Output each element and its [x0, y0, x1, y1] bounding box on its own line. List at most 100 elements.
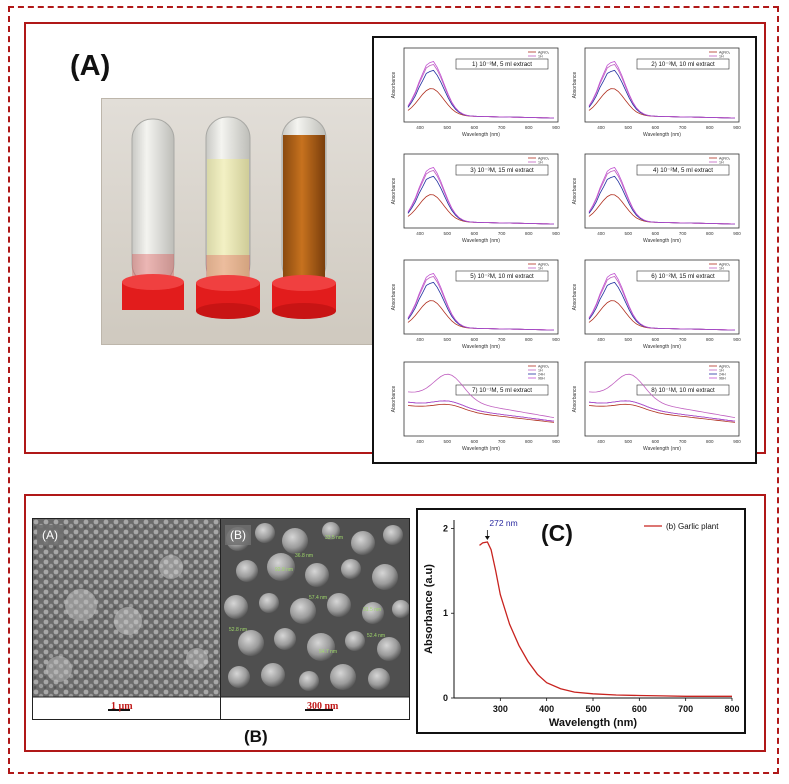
- sem-particle-label: 52.4 nm: [367, 633, 385, 639]
- spectra-series-line: [588, 194, 736, 225]
- spectra-ylabel: Absorbance: [572, 385, 578, 412]
- legend-entry: AgNO₃: [538, 157, 550, 161]
- spectra-panel-7: Absorbance 400 500 600 700 800 900 Wavelength (…: [391, 361, 560, 452]
- spectra-x-tick: 500: [624, 231, 632, 236]
- legend-entry: (b) Garlic plant: [666, 522, 719, 531]
- spectra-series-line: [588, 273, 736, 331]
- spectra-xlabel: Wavelength (nm): [643, 238, 681, 244]
- scale-label-left: 1 µm: [111, 701, 133, 712]
- spectra-caption-box: [455, 58, 549, 70]
- spectra-x-tick: 400: [416, 439, 424, 444]
- sem-particle: [305, 563, 329, 587]
- spectra-series-line: [588, 170, 736, 225]
- spectra-x-tick: 800: [706, 125, 714, 130]
- spectra-series-line: [407, 167, 555, 225]
- spectra-x-tick: 400: [416, 125, 424, 130]
- spectra-x-tick: 600: [652, 231, 660, 236]
- spectra-series-line: [407, 170, 555, 225]
- spectra-x-tick: 800: [706, 231, 714, 236]
- spectra-series-line: [588, 403, 736, 423]
- x-axis-label: Wavelength (nm): [549, 717, 638, 729]
- sem-particle: [322, 522, 340, 540]
- spectra-ylabel: Absorbance: [391, 385, 397, 412]
- legend-entry: 1H: [719, 161, 724, 165]
- sem-particle: [341, 559, 361, 579]
- spectra-series-line: [407, 64, 555, 119]
- spectra-series-line: [407, 61, 555, 119]
- spectra-caption-box: [455, 384, 549, 396]
- spectra-x-tick: 600: [471, 337, 479, 342]
- x-tick-label: 800: [724, 704, 739, 714]
- sem-particle: [290, 598, 316, 624]
- legend-entry: 24H: [719, 373, 726, 377]
- sem-particle: [377, 637, 401, 661]
- legend-entry: 1H: [719, 55, 724, 59]
- legend-entry: 1H: [538, 369, 543, 373]
- spectra-x-tick: 700: [498, 337, 506, 342]
- spectra-x-tick: 400: [416, 337, 424, 342]
- sem-particle: [236, 560, 258, 582]
- spectra-x-tick: 900: [552, 337, 560, 342]
- spectra-x-tick: 700: [498, 231, 506, 236]
- spectra-plot-frame: [584, 153, 740, 229]
- spectra-x-tick: 400: [597, 439, 605, 444]
- spectra-x-tick: 900: [552, 439, 560, 444]
- spectra-x-tick: 900: [733, 125, 741, 130]
- spectra-x-tick: 700: [679, 125, 687, 130]
- sem-particle: [307, 633, 335, 661]
- spectra-series-line: [588, 276, 736, 331]
- spectra-x-tick: 900: [552, 231, 560, 236]
- legend-entry: 1H: [538, 55, 543, 59]
- spectra-series-line: [588, 300, 736, 331]
- spectra-x-tick: 700: [679, 231, 687, 236]
- spectra-x-tick: 800: [525, 231, 533, 236]
- spectra-x-tick: 800: [525, 125, 533, 130]
- sem-particle: [267, 553, 295, 581]
- uv-chart: 300 400 500 600 700 800 0 1 2 Wavelength (nm) Abso…: [416, 508, 746, 734]
- spectra-plot-frame: [403, 361, 559, 437]
- legend-entry: 96H: [719, 377, 726, 381]
- spectra-x-tick: 700: [679, 439, 687, 444]
- legend-entry: AgNO₃: [538, 51, 550, 55]
- spectra-x-tick: 500: [624, 125, 632, 130]
- spectra-x-tick: 400: [597, 337, 605, 342]
- spectra-series-line: [588, 373, 736, 418]
- spectra-series-line: [407, 300, 555, 331]
- spectra-series-line: [588, 281, 736, 331]
- uv-svg: 300 400 500 600 700 800 0 1 2 Wavelength (nm) Abso…: [423, 518, 740, 729]
- spectra-x-tick: 500: [443, 337, 451, 342]
- spectra-x-tick: 600: [471, 231, 479, 236]
- spectra-caption: 6) 10⁻²M, 15 ml extract: [651, 273, 715, 280]
- spectra-panel-1: Absorbance 400 500 600 700 800 900 Wavelength (…: [391, 47, 560, 138]
- spectra-ylabel: Absorbance: [572, 283, 578, 310]
- spectra-series-line: [588, 69, 736, 119]
- spectra-x-tick: 500: [624, 337, 632, 342]
- y-tick-label: 1: [443, 608, 448, 618]
- peak-arrowhead: [484, 536, 490, 541]
- spectra-ylabel: Absorbance: [391, 71, 397, 98]
- sem-particle: [261, 663, 285, 687]
- sem-particle: [255, 523, 275, 543]
- sem-particle: [274, 628, 296, 650]
- y-tick-label: 0: [443, 693, 448, 703]
- spectra-x-tick: 600: [471, 125, 479, 130]
- spectra-panel-5: Absorbance 400 500 600 700 800 900 Wavelength (…: [391, 259, 560, 350]
- spectra-series-line: [407, 175, 555, 225]
- spectra-series-line: [407, 400, 555, 422]
- y-tick-label: 2: [443, 523, 448, 533]
- sem-particle: [299, 671, 319, 691]
- spectra-x-tick: 800: [706, 337, 714, 342]
- spectra-ylabel: Absorbance: [572, 71, 578, 98]
- spectra-caption: 2) 10⁻³M, 10 ml extract: [651, 61, 715, 68]
- x-tick-label: 500: [585, 704, 600, 714]
- scale-label-right: 300 nm: [307, 701, 339, 712]
- spectra-caption-box: [636, 164, 730, 176]
- spectra-caption: 8) 10⁻¹M, 10 ml extract: [651, 387, 715, 394]
- spectra-caption: 4) 10⁻²M, 5 ml extract: [653, 167, 713, 174]
- label-a: (A): [70, 50, 111, 82]
- spectra-plot-frame: [584, 361, 740, 437]
- spectra-series-line: [588, 400, 736, 422]
- sem-particle: [224, 595, 248, 619]
- peak-annotation: 272 nm: [489, 518, 517, 528]
- spectra-series-line: [588, 88, 736, 119]
